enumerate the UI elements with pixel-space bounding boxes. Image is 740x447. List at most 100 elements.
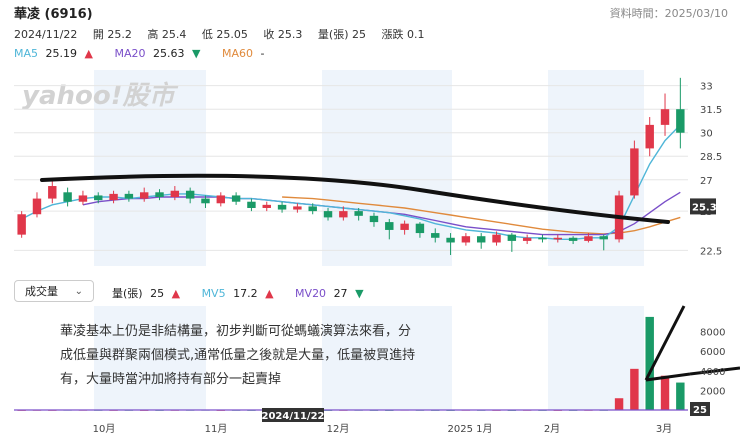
candle-body: [354, 211, 363, 216]
ma5-trend-icon: ▲: [84, 47, 93, 60]
candle-body: [323, 211, 333, 218]
data-time-label: 資料時間：2025/03/10: [609, 7, 728, 20]
last-price-tag: 25.3: [692, 202, 717, 213]
last-price-tag-bg: [690, 198, 716, 215]
volume-bar: [614, 398, 624, 410]
last-volume-tag: 25: [693, 405, 707, 416]
candle-body: [645, 124, 654, 149]
ma5-label: MA5: [14, 47, 39, 60]
annotation-line-3: [689, 366, 740, 376]
cursor-date-label: 2024/11/22: [262, 411, 325, 422]
mv5-label: MV5: [201, 287, 226, 300]
candle-body: [139, 192, 149, 199]
mv20-label: MV20: [295, 287, 327, 300]
candle-body: [170, 190, 180, 198]
price-tick-label: 30: [700, 129, 713, 140]
x-tick-label: 11月: [205, 423, 228, 435]
candle-body: [124, 193, 134, 199]
mv5-trend-icon: ▲: [265, 287, 274, 300]
month-band-volume: [322, 306, 452, 410]
candle-body: [63, 192, 72, 202]
cursor-date-bg: [262, 408, 324, 422]
candle-body: [385, 222, 394, 230]
indicator-select[interactable]: 成交量 ⌄: [14, 280, 94, 302]
month-band: [548, 70, 644, 266]
ohlc-change: 漲跌 0.1: [381, 28, 425, 41]
candle-body: [308, 206, 317, 212]
last-volume-tag-bg: [690, 402, 710, 416]
month-band-volume: [548, 306, 644, 410]
volume-legend: 量(張) 25 ▲ MV5 17.2 ▲ MV20 27 ▼: [112, 285, 368, 301]
vol-value: 25: [150, 287, 165, 300]
candle-body: [492, 234, 501, 243]
candle-body: [216, 195, 226, 204]
x-tick-label: 3月: [656, 423, 672, 435]
ma20-label: MA20: [114, 47, 146, 60]
volume-tick-label: 8000: [700, 328, 725, 339]
candle-body: [415, 223, 425, 234]
candle-body: [231, 195, 241, 202]
month-band: [322, 70, 452, 266]
chevron-down-icon: ⌄: [74, 286, 83, 297]
candle-body: [599, 236, 608, 240]
vol-label: 量(張): [112, 287, 143, 300]
ma20-value: 25.63: [153, 47, 185, 60]
ma20-trend-icon: ▼: [192, 47, 201, 60]
x-tick-label: 2025 1月: [448, 423, 493, 435]
ohlc-low: 低 25.05: [201, 28, 248, 41]
candle-body: [201, 198, 210, 204]
mv5-value: 17.2: [233, 287, 258, 300]
volume-y-ticks: 2000 4000 6000 8000 25: [690, 328, 725, 416]
ohlc-volume: 量(張) 25: [317, 28, 366, 41]
candle-body: [400, 223, 409, 230]
candle-body: [660, 109, 670, 125]
candle-body: [17, 214, 26, 235]
annotation-line-2: [645, 372, 691, 382]
ma-legend: MA5 25.19 ▲ MA20 25.63 ▼ MA60 -: [14, 47, 268, 60]
volume-bar: [645, 316, 654, 410]
x-tick-label: 10月: [93, 423, 116, 435]
candle-body: [568, 237, 578, 241]
trend-arc-annotation: [40, 173, 670, 224]
volume-bar: [630, 368, 639, 410]
candle-body: [109, 193, 118, 201]
x-tick-label: 2月: [544, 423, 560, 435]
annotation-note: 華凌基本上仍是非結構量，初步判斷可從螞蟻演算法來看，分成低量與群聚兩個模式,通常…: [60, 324, 416, 387]
volume-bars: [14, 316, 688, 411]
month-bands: [94, 70, 644, 410]
ohlc-high: 高 25.4: [147, 28, 187, 41]
candle-body: [507, 234, 517, 241]
x-tick-label: 12月: [327, 423, 350, 435]
ohlc-date: 2024/11/22: [14, 28, 78, 41]
candle-body: [277, 204, 287, 210]
mv20-value: 27: [333, 287, 348, 300]
volume-tick-label: 2000: [700, 386, 725, 397]
stock-title: 華凌 (6916): [14, 7, 93, 22]
candle-body: [78, 195, 88, 202]
price-tick-label: 22.5: [700, 246, 722, 257]
candle-body: [155, 192, 164, 198]
candle-body: [369, 215, 379, 223]
price-tick-label: 27: [700, 176, 713, 187]
x-axis-ticks: 10月 11月 12月 2025 1月 2月 3月 2024/11/22: [93, 408, 672, 435]
candle-body: [676, 109, 685, 133]
candle-body: [630, 148, 639, 196]
price-tick-label: 33: [700, 82, 713, 93]
vol-trend-icon: ▲: [171, 287, 181, 300]
ohlc-open: 開 25.2: [92, 28, 132, 41]
candle-body: [553, 237, 563, 240]
candle-body: [262, 204, 271, 208]
candle-body: [339, 211, 348, 218]
candle-body: [185, 190, 195, 199]
candle-body: [247, 201, 256, 208]
ma60-value: -: [260, 47, 265, 60]
price-tick-label: 31.5: [700, 105, 722, 116]
price-grid: [14, 85, 688, 251]
volume-tick-label: 4000: [700, 367, 725, 378]
candle-body: [446, 237, 455, 243]
ma5-value: 25.19: [45, 47, 78, 60]
candle-body: [48, 186, 57, 199]
ohlc-close: 收 25.3: [263, 28, 303, 41]
